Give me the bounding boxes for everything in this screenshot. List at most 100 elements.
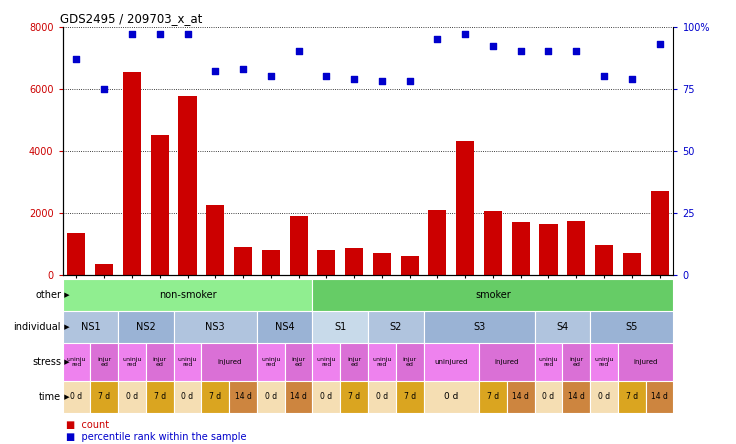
Point [71, 56, 82, 63]
Text: NS2: NS2 [136, 322, 156, 332]
Text: ▶: ▶ [62, 359, 69, 365]
Bar [368, 381, 396, 413]
Text: 0 d: 0 d [126, 392, 138, 401]
Point [654, 40, 665, 48]
Bar [179, 96, 197, 275]
Text: other: other [35, 290, 61, 300]
Bar [623, 253, 641, 275]
Text: 0 d: 0 d [542, 392, 554, 401]
Text: S4: S4 [556, 322, 568, 332]
Bar [257, 343, 285, 381]
Text: uninjured: uninjured [435, 359, 468, 365]
Text: 14 d: 14 d [290, 392, 307, 401]
Bar [63, 343, 91, 381]
Point [459, 31, 471, 38]
Bar [423, 311, 534, 343]
Bar [590, 311, 673, 343]
Text: 0 d: 0 d [598, 392, 610, 401]
Bar [91, 343, 118, 381]
Text: GDS2495 / 209703_x_at: GDS2495 / 209703_x_at [60, 12, 202, 25]
Bar [151, 135, 169, 275]
Text: 14 d: 14 d [235, 392, 252, 401]
Text: non-smoker: non-smoker [159, 290, 216, 300]
Point [265, 73, 277, 80]
Bar [368, 311, 423, 343]
Point [598, 73, 610, 80]
Text: NS1: NS1 [80, 322, 100, 332]
Text: ■  count: ■ count [66, 420, 110, 430]
Bar [285, 343, 313, 381]
Text: uninju
red: uninju red [178, 357, 197, 368]
Point [154, 31, 166, 38]
Bar [118, 343, 146, 381]
Bar [118, 381, 146, 413]
Text: uninju
red: uninju red [539, 357, 558, 368]
Bar [618, 343, 673, 381]
Text: ▶: ▶ [62, 394, 69, 400]
Text: 0 d: 0 d [320, 392, 333, 401]
Text: 0 d: 0 d [182, 392, 194, 401]
Text: injur
ed: injur ed [569, 357, 584, 368]
Bar [484, 211, 502, 275]
Point [515, 48, 527, 55]
Bar [534, 381, 562, 413]
Text: injured: injured [217, 359, 241, 365]
Text: injured: injured [495, 359, 519, 365]
Bar [340, 381, 368, 413]
Text: ▶: ▶ [62, 292, 69, 298]
Text: injur
ed: injur ed [291, 357, 305, 368]
Bar [423, 343, 479, 381]
Bar [202, 343, 257, 381]
Bar [95, 264, 113, 275]
Bar [507, 381, 534, 413]
Bar [345, 249, 363, 275]
Text: 7 d: 7 d [154, 392, 166, 401]
Bar [68, 233, 85, 275]
Bar [257, 381, 285, 413]
Bar [285, 381, 313, 413]
Bar [234, 247, 252, 275]
Bar [428, 210, 447, 275]
Text: 7 d: 7 d [348, 392, 360, 401]
Bar [539, 224, 557, 275]
Text: 7 d: 7 d [403, 392, 416, 401]
Text: 7 d: 7 d [626, 392, 638, 401]
Text: S1: S1 [334, 322, 347, 332]
Bar [313, 311, 368, 343]
Bar [618, 381, 645, 413]
Point [99, 85, 110, 92]
Text: 7 d: 7 d [209, 392, 222, 401]
Text: uninju
red: uninju red [372, 357, 392, 368]
Bar [534, 311, 590, 343]
Point [182, 31, 194, 38]
Bar [651, 191, 668, 275]
Bar [479, 343, 534, 381]
Text: 0 d: 0 d [444, 392, 459, 401]
Point [570, 48, 582, 55]
Text: uninju
red: uninju red [122, 357, 142, 368]
Bar [423, 381, 479, 413]
Bar [396, 381, 423, 413]
Bar [562, 381, 590, 413]
Text: 14 d: 14 d [512, 392, 529, 401]
Bar [313, 381, 340, 413]
Bar [91, 381, 118, 413]
Point [126, 31, 138, 38]
Text: S2: S2 [389, 322, 402, 332]
Bar [257, 311, 313, 343]
Text: individual: individual [13, 322, 61, 332]
Text: injured: injured [634, 359, 658, 365]
Bar [562, 343, 590, 381]
Text: NS3: NS3 [205, 322, 225, 332]
Text: NS4: NS4 [275, 322, 294, 332]
Text: 0 d: 0 d [71, 392, 82, 401]
Bar [202, 381, 229, 413]
Bar [63, 381, 91, 413]
Bar [396, 343, 423, 381]
Bar [479, 381, 507, 413]
Bar [313, 343, 340, 381]
Text: 14 d: 14 d [567, 392, 584, 401]
Text: 0 d: 0 d [376, 392, 388, 401]
Text: uninju
red: uninju red [261, 357, 280, 368]
Point [320, 73, 332, 80]
